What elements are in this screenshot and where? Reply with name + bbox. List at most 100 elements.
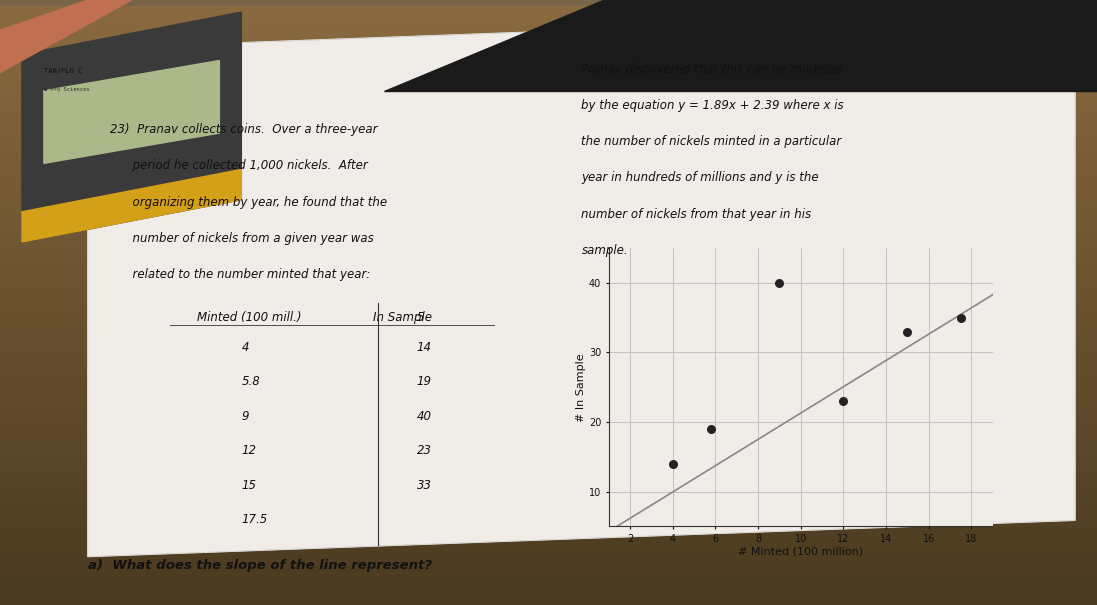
Text: 17.5: 17.5	[241, 513, 268, 526]
Bar	[0, 466, 1097, 472]
Bar	[0, 182, 1097, 188]
Bar	[0, 514, 1097, 520]
Bar	[0, 163, 1097, 169]
Polygon shape	[44, 60, 219, 163]
Bar	[0, 60, 1097, 67]
Bar	[0, 496, 1097, 502]
Bar	[0, 242, 1097, 248]
Bar	[0, 339, 1097, 345]
Bar	[0, 290, 1097, 296]
Bar	[0, 405, 1097, 411]
Bar	[0, 399, 1097, 405]
Bar	[0, 127, 1097, 133]
Bar	[0, 284, 1097, 290]
Bar	[0, 557, 1097, 563]
Bar	[0, 254, 1097, 260]
Bar	[0, 67, 1097, 73]
Polygon shape	[384, 0, 1097, 91]
Text: the number of nickels minted in a particular: the number of nickels minted in a partic…	[581, 135, 841, 148]
Bar	[0, 587, 1097, 593]
Bar	[0, 85, 1097, 91]
Bar	[0, 538, 1097, 544]
Y-axis label: # In Sample: # In Sample	[576, 353, 586, 422]
Text: Minted (100 mill.): Minted (100 mill.)	[197, 310, 302, 324]
Bar	[0, 206, 1097, 212]
Bar	[0, 490, 1097, 496]
Bar	[0, 97, 1097, 103]
Point	[702, 424, 720, 434]
Bar	[0, 169, 1097, 175]
Bar	[0, 139, 1097, 145]
Bar	[0, 151, 1097, 157]
Bar	[0, 369, 1097, 375]
Text: organizing them by year, he found that the: organizing them by year, he found that t…	[110, 195, 387, 209]
Bar	[0, 230, 1097, 236]
X-axis label: # Minted (100 million): # Minted (100 million)	[738, 547, 863, 557]
Bar	[0, 442, 1097, 448]
Bar	[0, 575, 1097, 581]
Bar	[0, 6, 1097, 12]
Bar	[0, 448, 1097, 454]
Bar	[0, 411, 1097, 417]
Text: 23: 23	[417, 444, 432, 457]
Text: number of nickels from a given year was: number of nickels from a given year was	[110, 232, 373, 245]
Bar	[0, 544, 1097, 551]
Bar	[0, 188, 1097, 194]
Bar	[0, 272, 1097, 278]
Text: 4: 4	[241, 341, 249, 354]
Bar	[0, 387, 1097, 393]
Bar	[0, 115, 1097, 121]
Polygon shape	[0, 0, 132, 73]
Bar	[0, 502, 1097, 508]
Bar	[0, 599, 1097, 605]
Point	[664, 459, 681, 468]
Text: In Sample: In Sample	[373, 310, 432, 324]
Bar	[0, 484, 1097, 490]
Point	[952, 313, 970, 322]
Bar	[0, 200, 1097, 206]
Bar	[0, 393, 1097, 399]
Text: 40: 40	[417, 410, 432, 423]
Text: number of nickels from that year in his: number of nickels from that year in his	[581, 208, 812, 221]
Bar	[0, 321, 1097, 327]
Text: Pranav discovered that this can be modeled: Pranav discovered that this can be model…	[581, 62, 842, 76]
Bar	[0, 520, 1097, 526]
Bar	[0, 417, 1097, 424]
Bar	[0, 103, 1097, 109]
Bar	[0, 133, 1097, 139]
Text: ● Pro Sciences: ● Pro Sciences	[44, 87, 89, 92]
Bar	[0, 218, 1097, 224]
Bar	[0, 333, 1097, 339]
Bar	[0, 454, 1097, 460]
Bar	[0, 212, 1097, 218]
Bar	[0, 315, 1097, 321]
Text: by the equation y = 1.89x + 2.39 where x is: by the equation y = 1.89x + 2.39 where x…	[581, 99, 844, 112]
Bar	[0, 224, 1097, 230]
Bar	[0, 351, 1097, 357]
Bar	[0, 157, 1097, 163]
Text: 14: 14	[417, 341, 432, 354]
Text: sample.: sample.	[581, 244, 629, 257]
Bar	[0, 260, 1097, 266]
Bar	[0, 551, 1097, 557]
Bar	[0, 569, 1097, 575]
Bar	[0, 327, 1097, 333]
Bar	[0, 266, 1097, 272]
Bar	[0, 296, 1097, 302]
Bar	[0, 381, 1097, 387]
Polygon shape	[22, 169, 241, 242]
Text: 23)  Pranav collects coins.  Over a three-year: 23) Pranav collects coins. Over a three-…	[110, 123, 377, 136]
Bar	[0, 30, 1097, 36]
Bar	[0, 175, 1097, 182]
Bar	[0, 145, 1097, 151]
Text: 12: 12	[241, 444, 257, 457]
Bar	[0, 593, 1097, 599]
Bar	[0, 42, 1097, 48]
Text: related to the number minted that year:: related to the number minted that year:	[110, 268, 370, 281]
Bar	[0, 121, 1097, 127]
Bar	[0, 24, 1097, 30]
Bar	[0, 345, 1097, 351]
Bar	[0, 430, 1097, 436]
Bar	[0, 357, 1097, 363]
Text: 5: 5	[417, 310, 425, 324]
